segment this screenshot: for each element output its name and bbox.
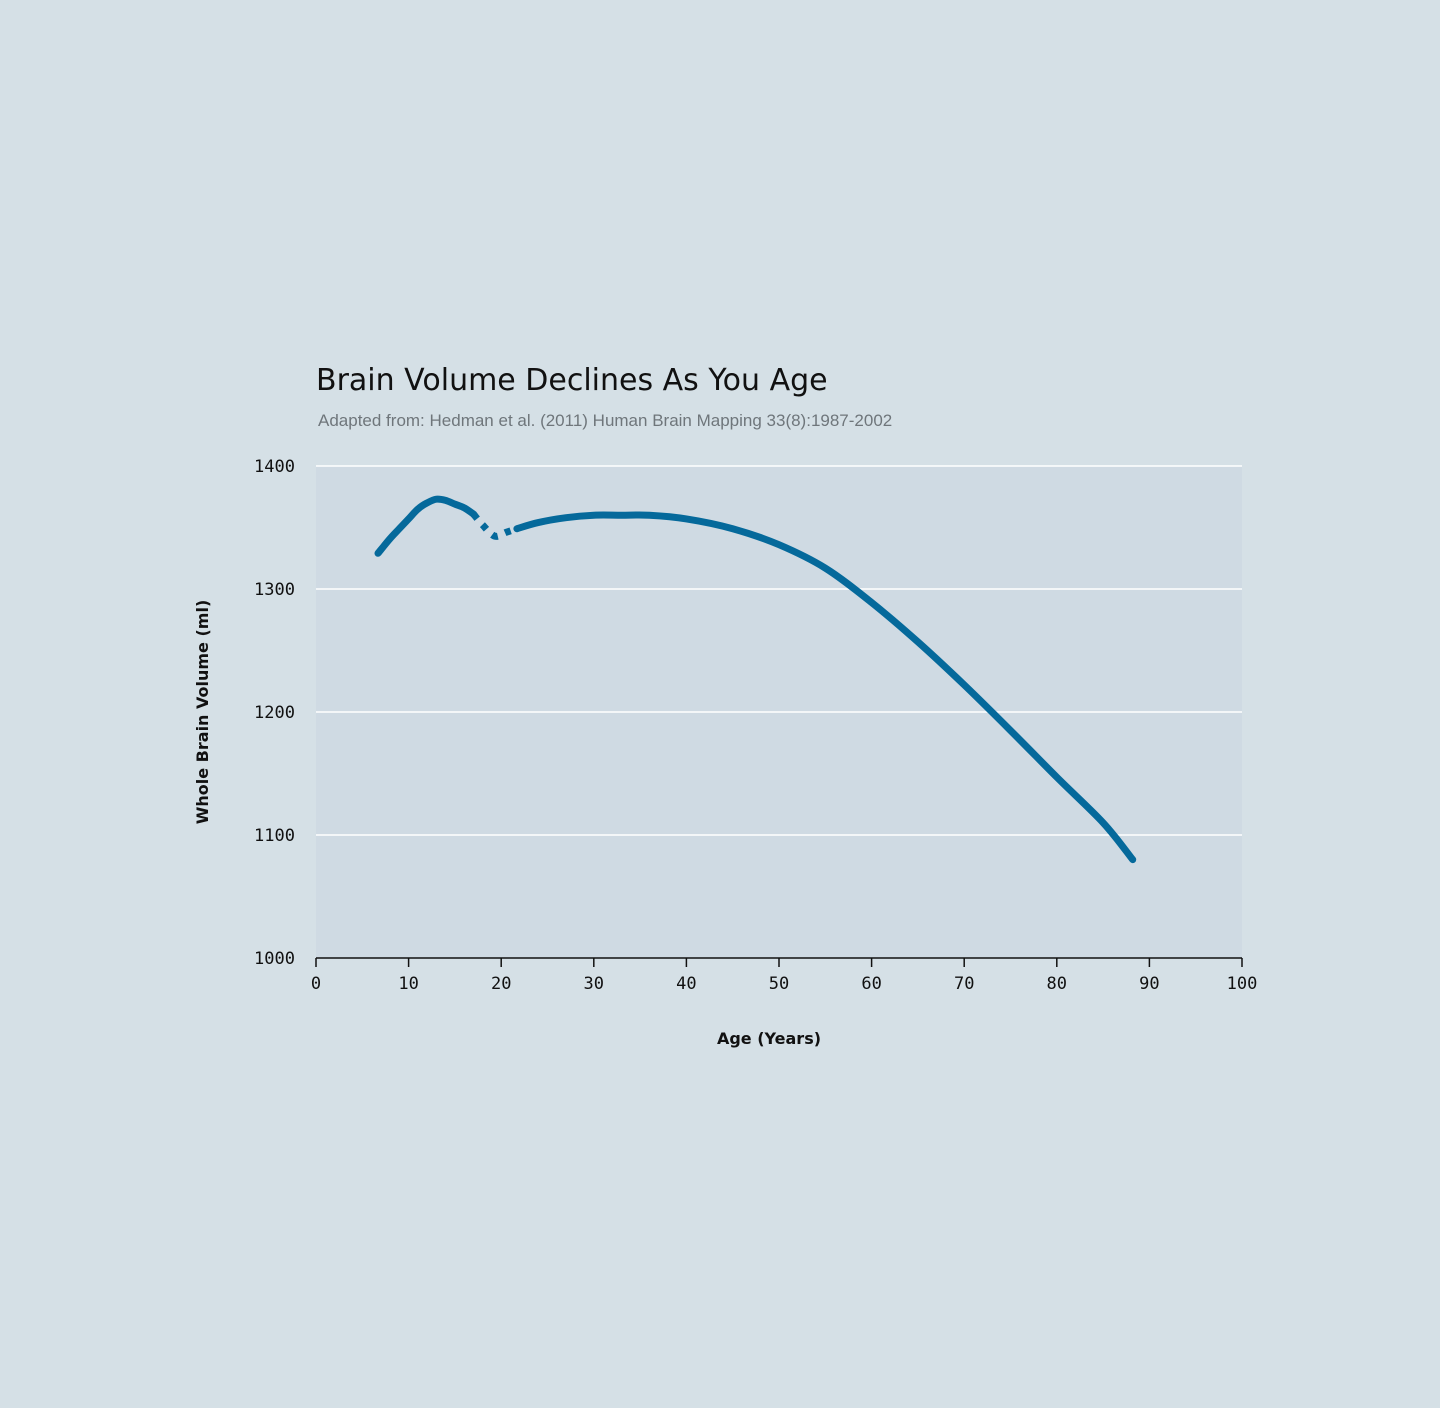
x-tick-label: 60 [861, 974, 881, 994]
x-tick-label: 40 [676, 974, 696, 994]
series-line [374, 495, 1137, 864]
series-segment-dashed-1 [470, 511, 519, 540]
y-tick-label: 1300 [254, 580, 295, 600]
x-tick-label: 90 [1139, 974, 1159, 994]
x-tick-label: 50 [769, 974, 789, 994]
x-axis-label: Age (Years) [717, 1029, 821, 1048]
chart-title: Brain Volume Declines As You Age [316, 363, 828, 398]
gridlines [316, 465, 1242, 836]
y-axis-label: Whole Brain Volume (ml) [193, 600, 212, 825]
y-axis-ticks: 1400 1300 1200 1100 1000 [254, 457, 295, 969]
x-tick-label: 20 [491, 974, 511, 994]
y-tick-label: 1100 [254, 826, 295, 846]
y-tick-label: 1200 [254, 703, 295, 723]
y-tick-label: 1400 [254, 457, 295, 477]
x-tick-label: 30 [584, 974, 604, 994]
series-segment-solid-2 [513, 511, 1137, 864]
x-tick-label: 0 [311, 974, 321, 994]
x-axis-ticks: 0 10 20 30 40 50 60 70 80 90 100 [311, 958, 1257, 994]
x-tick-label: 70 [954, 974, 974, 994]
series-segment-solid-0 [374, 495, 477, 557]
x-tick-label: 100 [1227, 974, 1258, 994]
chart-subtitle: Adapted from: Hedman et al. (2011) Human… [318, 411, 892, 430]
y-tick-label: 1000 [254, 949, 295, 969]
x-tick-label: 10 [398, 974, 418, 994]
x-tick-label: 80 [1047, 974, 1067, 994]
